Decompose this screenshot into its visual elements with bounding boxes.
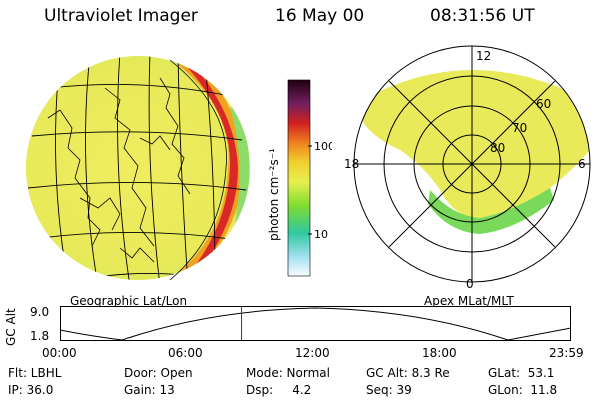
geographic-caption: Geographic Lat/Lon (70, 294, 188, 308)
time-tick-4: 23:59 (549, 346, 584, 360)
info-dsp: Dsp: 4.2 (246, 383, 312, 397)
info-glat: GLat: 53.1 (488, 366, 555, 380)
auroral-emission-green (428, 188, 554, 234)
altitude-timeline (60, 306, 572, 341)
info-gc-alt: GC Alt: 8.3 Re (366, 366, 450, 380)
apex-caption: Apex MLat/MLT (424, 294, 514, 308)
colorbar-scale (287, 79, 311, 277)
lat-label-80: 80 (490, 141, 505, 155)
time-tick-3: 18:00 (422, 346, 457, 360)
time-tick-0: 00:00 (42, 346, 77, 360)
gc-alt-tick-high: 9.0 (30, 305, 50, 319)
info-gain: Gain: 13 (124, 383, 175, 397)
lat-label-60: 60 (536, 97, 551, 111)
gc-alt-tick-low: 1.8 (30, 329, 50, 343)
mlt-label-0: 0 (466, 277, 474, 290)
polar-plot: 12 18 6 0 60 70 80 (344, 45, 591, 290)
polar-grid (353, 45, 591, 283)
auroral-emission (362, 70, 590, 219)
limb-peak-band (188, 68, 238, 270)
mlt-label-18: 18 (344, 157, 359, 171)
time-tick-1: 06:00 (168, 346, 203, 360)
lat-label-70: 70 (512, 121, 527, 135)
limb-outline (169, 59, 227, 281)
gc-alt-axis-label: GC Alt (4, 308, 18, 346)
instrument-title: Ultraviolet Imager (44, 6, 198, 26)
colorbar-tick-100: 100 (314, 140, 332, 153)
coastlines (47, 77, 191, 263)
info-seq: Seq: 39 (366, 383, 412, 397)
time-tick-2: 12:00 (295, 346, 330, 360)
altitude-curve (60, 307, 572, 341)
info-flt: Flt: LBHL (8, 366, 62, 380)
geographic-map (26, 56, 250, 281)
mlt-label-12: 12 (476, 49, 491, 63)
mlt-label-6: 6 (578, 157, 586, 171)
info-door: Door: Open (124, 366, 193, 380)
date-label: 16 May 00 (275, 6, 365, 26)
info-ip: IP: 36.0 (8, 383, 54, 397)
info-mode: Mode: Normal (246, 366, 330, 380)
colorbar-tick-10: 10 (314, 228, 328, 241)
time-label: 08:31:56 UT (430, 6, 535, 26)
colorbar-unit-label: photon cm⁻²s⁻¹ (267, 148, 281, 241)
info-glon: GLon: 11.8 (488, 383, 558, 397)
colorbar: 100 10 photon cm⁻²s⁻¹ (267, 79, 332, 277)
